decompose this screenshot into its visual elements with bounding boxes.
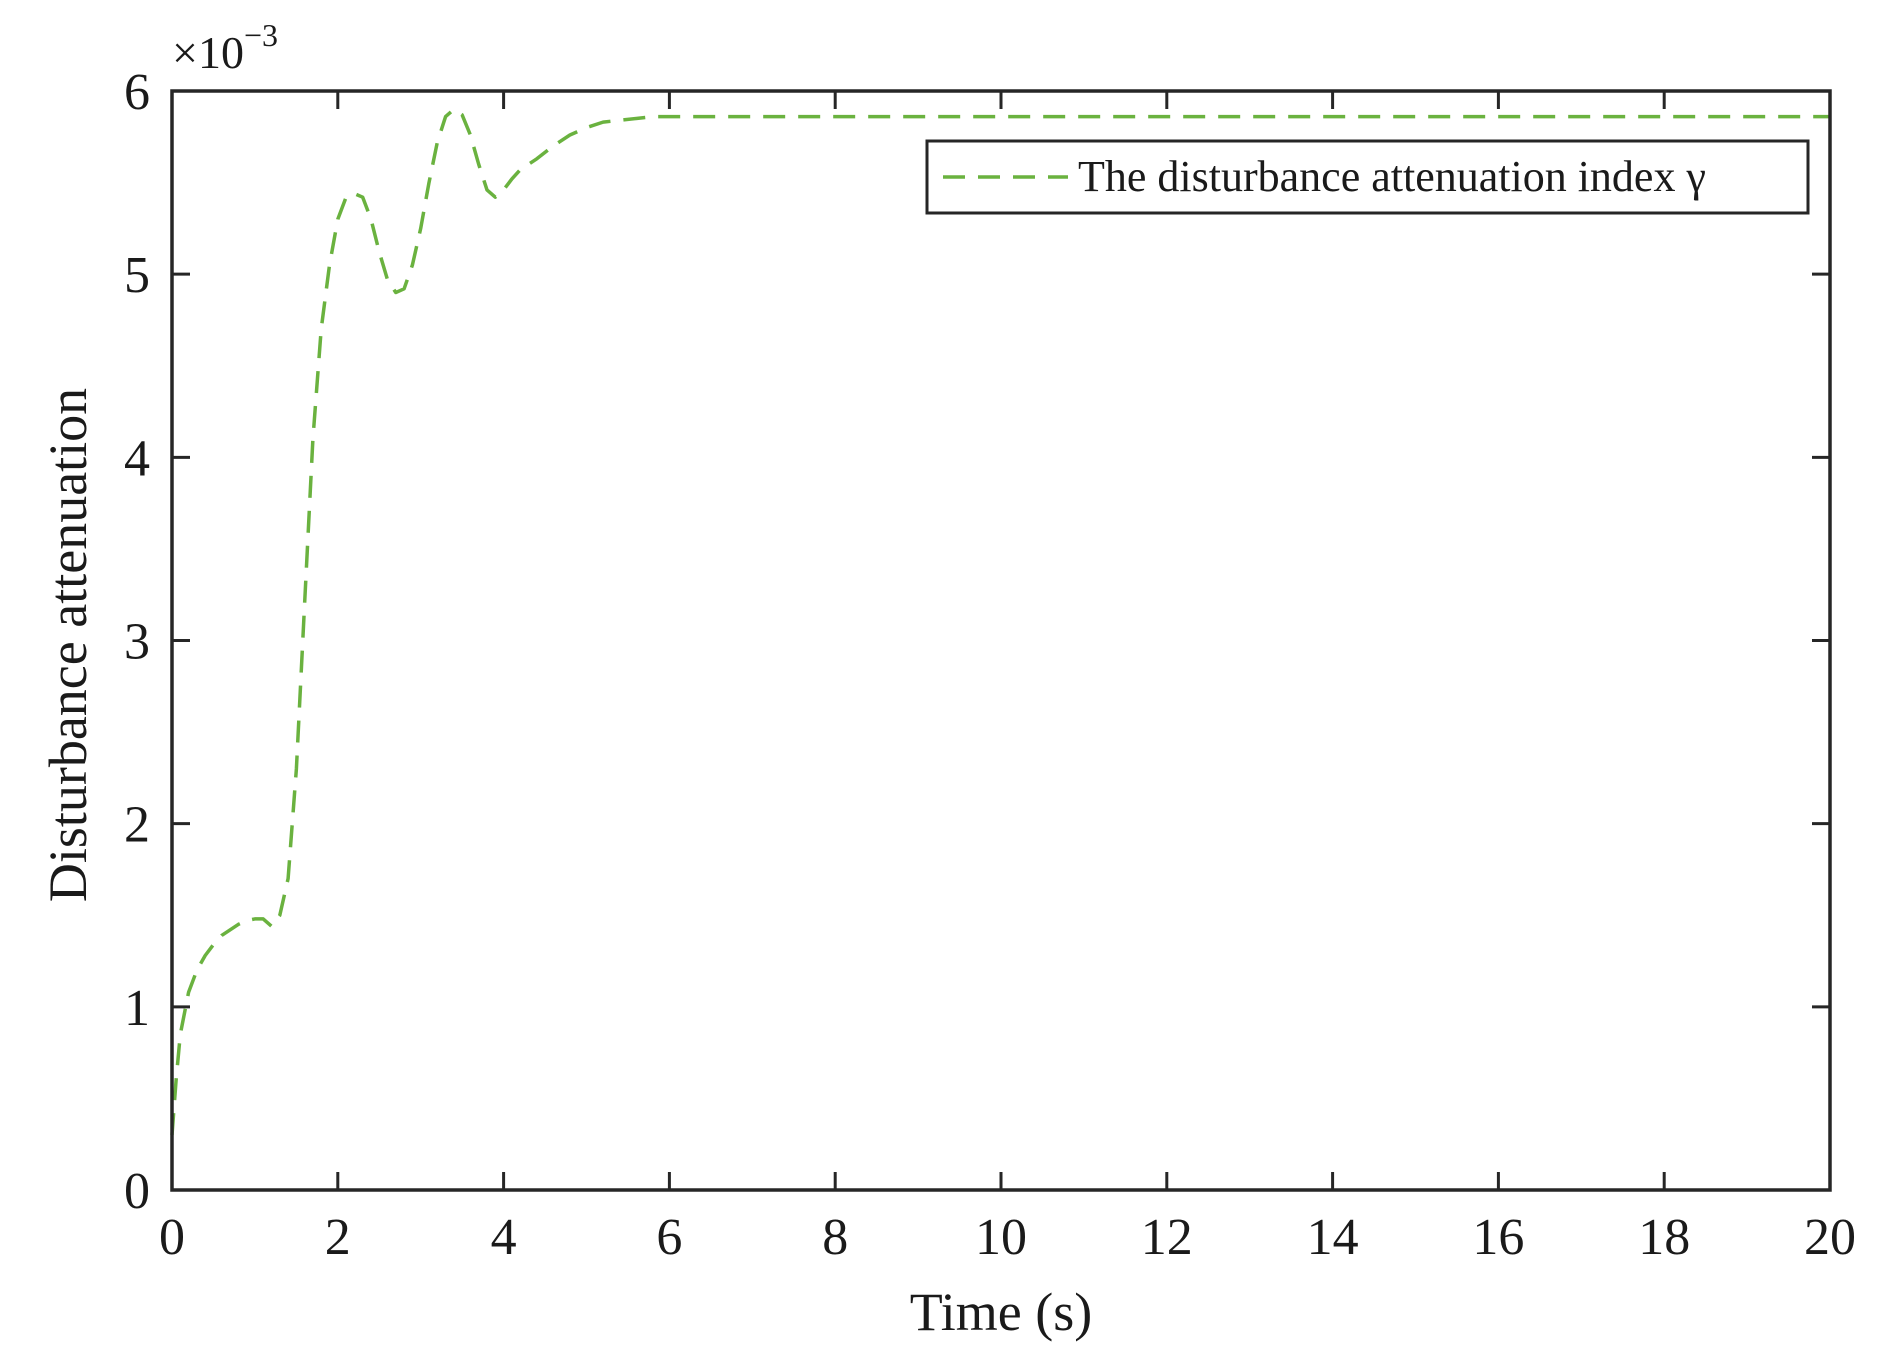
x-tick-label: 18 — [1638, 1209, 1690, 1266]
legend-entry-label: The disturbance attenuation index γ — [1078, 152, 1706, 201]
y-tick-label: 1 — [124, 980, 150, 1037]
x-tick-label: 12 — [1141, 1209, 1193, 1266]
y-axis-title: Disturbance attenuation — [38, 388, 98, 902]
y-tick-label: 4 — [124, 430, 150, 487]
y-tick-label: 6 — [124, 64, 150, 121]
y-axis-multiplier: ×10−3 — [172, 17, 278, 78]
x-tick-label: 4 — [491, 1209, 517, 1266]
x-tick-label: 14 — [1307, 1209, 1359, 1266]
series-line — [170, 107, 1830, 1136]
y-axis-multiplier-exponent: −3 — [244, 17, 278, 53]
x-tick-label: 10 — [975, 1209, 1027, 1266]
plot-frame — [170, 89, 1832, 1192]
x-tick-label: 2 — [325, 1209, 351, 1266]
y-tick-label: 0 — [124, 1163, 150, 1220]
y-tick-label: 5 — [124, 247, 150, 304]
x-tick-label: 20 — [1804, 1209, 1856, 1266]
x-axis-title: Time (s) — [910, 1282, 1093, 1342]
y-axis-multiplier-base: ×10 — [172, 27, 244, 78]
x-tick-label: 6 — [656, 1209, 682, 1266]
legend-box — [925, 139, 1810, 215]
x-tick-label: 8 — [822, 1209, 848, 1266]
y-tick-label: 2 — [124, 797, 150, 854]
legend: The disturbance attenuation index γ — [925, 139, 1810, 215]
x-tick-label: 0 — [159, 1209, 185, 1266]
y-tick-label: 3 — [124, 614, 150, 671]
series-layer — [170, 107, 1830, 1136]
x-tick-label: 16 — [1472, 1209, 1524, 1266]
